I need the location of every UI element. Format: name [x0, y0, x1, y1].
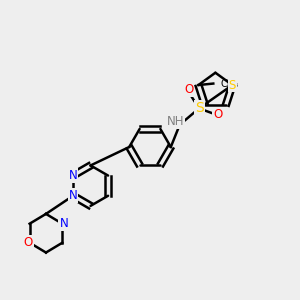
Text: S: S [229, 79, 236, 92]
Text: O: O [23, 236, 33, 249]
Text: S: S [195, 101, 203, 116]
Text: N: N [69, 189, 77, 202]
Text: O: O [213, 108, 222, 121]
Text: CH₃: CH₃ [221, 79, 239, 88]
Text: N: N [59, 217, 68, 230]
Text: O: O [184, 83, 193, 96]
Text: NH: NH [167, 115, 184, 128]
Text: N: N [69, 169, 77, 182]
